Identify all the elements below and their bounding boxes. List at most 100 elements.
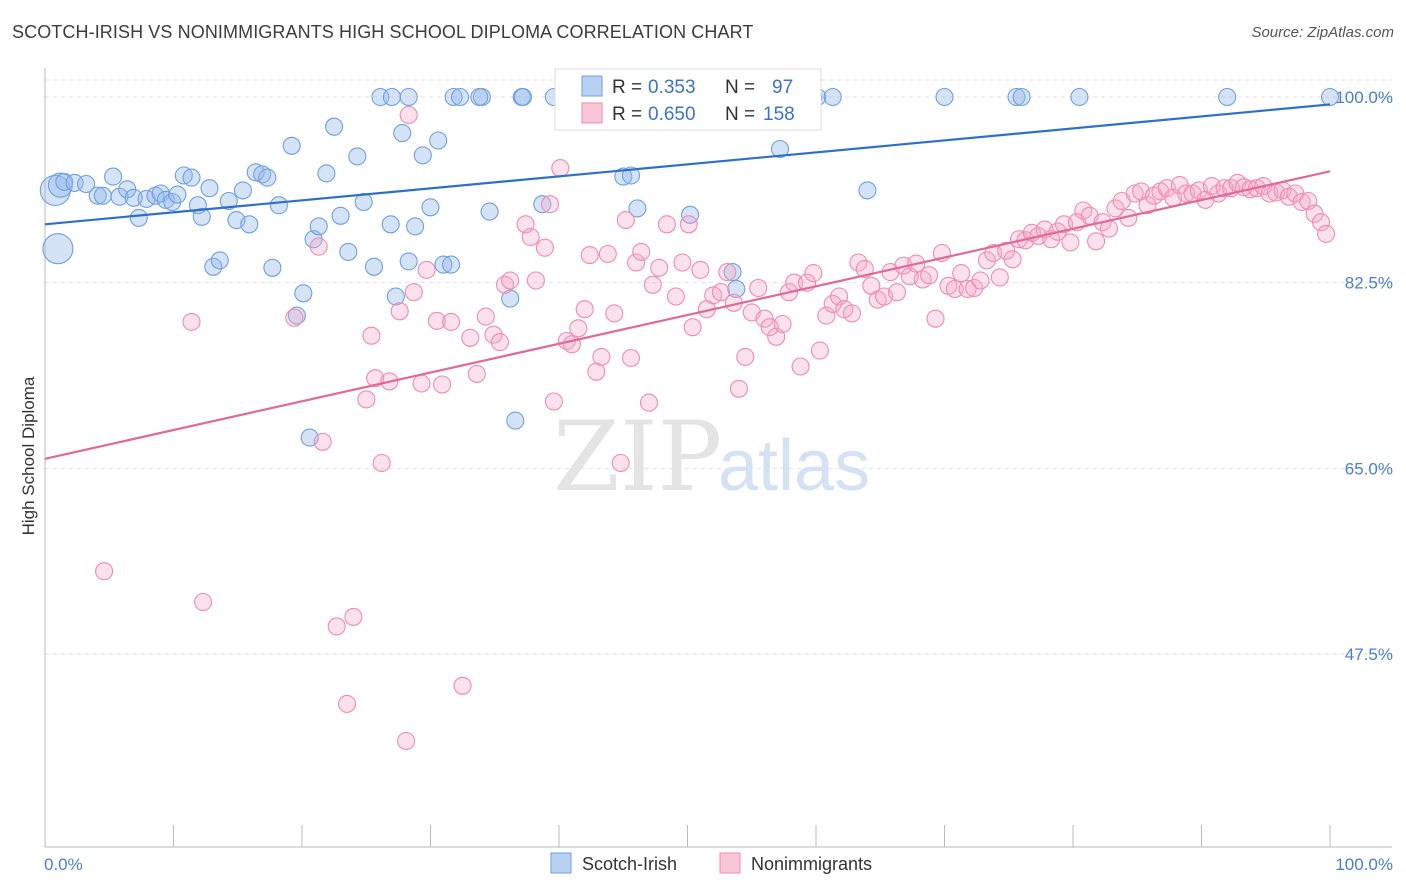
legend-r-value-1: 0.353 bbox=[648, 77, 696, 98]
nonimmigrants-point-157 bbox=[1311, 213, 1331, 232]
nonimmigrants-point-91 bbox=[887, 283, 907, 302]
nonimmigrants-point-27 bbox=[484, 325, 503, 344]
nonimmigrants-point-36 bbox=[544, 392, 563, 411]
nonimmigrants-point-45 bbox=[598, 244, 617, 264]
scotch-irish-point-34 bbox=[269, 196, 288, 215]
nonimmigrants-point-35 bbox=[540, 195, 560, 214]
nonimmigrants-point-78 bbox=[804, 264, 823, 283]
x-tick-label-1: 100.0% bbox=[1335, 855, 1393, 874]
nonimmigrants-point-102 bbox=[958, 279, 977, 299]
scotch-irish-point-25 bbox=[210, 251, 229, 270]
nonimmigrants-point-55 bbox=[657, 215, 676, 234]
scotch-irish-point-52 bbox=[399, 252, 418, 271]
scotch-irish-point-88 bbox=[399, 87, 418, 107]
scotch-irish-point-47 bbox=[364, 257, 384, 276]
scotch-irish-point-62 bbox=[480, 202, 499, 221]
bottom-legend-label-scotch-irish: Scotch-Irish bbox=[582, 854, 677, 874]
nonimmigrants-point-80 bbox=[817, 306, 836, 325]
nonimmigrants-point-16 bbox=[399, 105, 418, 125]
scotch-irish-point-86 bbox=[1218, 87, 1237, 107]
bottom-legend-swatch-scotch-irish bbox=[550, 852, 572, 874]
series-layer bbox=[39, 87, 1340, 751]
y-tick-label-1: 65.0% bbox=[1345, 459, 1393, 478]
scotch-irish-point-89 bbox=[513, 87, 533, 107]
nonimmigrants-point-63 bbox=[711, 283, 730, 302]
scotch-irish-point-8 bbox=[104, 167, 123, 186]
scotch-irish-point-29 bbox=[240, 215, 259, 234]
nonimmigrants-point-96 bbox=[920, 266, 939, 285]
nonimmigrants-point-130 bbox=[1138, 196, 1157, 215]
scotch-irish-point-75 bbox=[727, 279, 746, 299]
nonimmigrants-point-17 bbox=[404, 283, 423, 302]
nonimmigrants-point-24 bbox=[461, 328, 480, 347]
legend-top: R = 0.353 N = 97 R = 0.650 N = 158 bbox=[554, 68, 822, 131]
scotch-irish-point-49 bbox=[381, 215, 400, 234]
nonimmigrants-point-21 bbox=[433, 375, 452, 394]
scotch-irish-point-5 bbox=[77, 174, 96, 194]
scotch-irish-point-18 bbox=[168, 185, 187, 204]
nonimmigrants-point-105 bbox=[977, 251, 996, 270]
scotch-irish-point-51 bbox=[393, 124, 412, 143]
nonimmigrants-point-33 bbox=[526, 271, 545, 290]
trend-layer bbox=[44, 103, 1331, 460]
scotch-irish-point-77 bbox=[770, 139, 790, 159]
legend-n-label-2: N = bbox=[725, 104, 755, 125]
nonimmigrants-point-100 bbox=[945, 279, 964, 299]
nonimmigrants-point-6 bbox=[327, 617, 346, 636]
scotch-irish-point-37 bbox=[294, 284, 313, 303]
scotch-irish-point-7 bbox=[93, 186, 112, 205]
nonimmigrants-point-97 bbox=[926, 309, 945, 328]
series-scotch-irish bbox=[39, 87, 1340, 447]
scotch-irish-point-94 bbox=[382, 87, 401, 107]
nonimmigrants-point-64 bbox=[718, 263, 737, 282]
scotch-irish-point-83 bbox=[1007, 87, 1026, 107]
y-tick-label-0: 47.5% bbox=[1345, 645, 1393, 664]
scotch-irish-point-81 bbox=[858, 181, 877, 200]
nonimmigrants-point-2 bbox=[194, 592, 213, 612]
x-tick-label-0: 0.0% bbox=[44, 855, 83, 874]
y-tick-label-2: 82.5% bbox=[1345, 274, 1393, 293]
nonimmigrants-point-7 bbox=[337, 694, 357, 713]
scotch-irish-point-28 bbox=[233, 181, 252, 200]
nonimmigrants-point-4 bbox=[309, 237, 328, 256]
nonimmigrants-point-46 bbox=[605, 304, 624, 323]
nonimmigrants-point-154 bbox=[1292, 192, 1311, 212]
scotch-irish-point-45 bbox=[348, 147, 367, 166]
scotch-irish-point-72 bbox=[628, 199, 647, 218]
scotch-irish-point-42 bbox=[325, 117, 344, 136]
scotch-irish-point-36 bbox=[287, 306, 306, 325]
nonimmigrants-point-28 bbox=[490, 333, 509, 352]
scotch-irish-point-26 bbox=[219, 191, 238, 211]
legend-n-value-1: 97 bbox=[772, 77, 793, 98]
legend-n-label-1: N = bbox=[725, 77, 755, 98]
scotch-irish-point-44 bbox=[339, 242, 358, 261]
scotch-irish-point-31 bbox=[253, 165, 272, 184]
scotch-irish-point-33 bbox=[263, 258, 282, 277]
nonimmigrants-point-49 bbox=[621, 348, 641, 368]
legend-r-label-1: R = bbox=[612, 77, 642, 98]
nonimmigrants-point-76 bbox=[791, 357, 810, 376]
nonimmigrants-point-37 bbox=[551, 159, 570, 178]
scotch-irish-point-1 bbox=[42, 233, 74, 265]
nonimmigrants-point-122 bbox=[1087, 232, 1106, 251]
nonimmigrants-point-103 bbox=[965, 278, 984, 298]
scotch-irish-point-70 bbox=[614, 167, 633, 186]
nonimmigrants-point-1 bbox=[182, 312, 201, 331]
nonimmigrants-point-23 bbox=[453, 676, 472, 695]
nonimmigrants-point-73 bbox=[773, 314, 792, 334]
scotch-irish-point-11 bbox=[124, 188, 143, 207]
nonimmigrants-trend-line bbox=[44, 170, 1331, 460]
scotch-irish-point-59 bbox=[444, 87, 463, 107]
scotch-irish-point-9 bbox=[110, 187, 129, 206]
nonimmigrants-point-44 bbox=[592, 347, 611, 366]
nonimmigrants-point-101 bbox=[952, 264, 971, 283]
scotch-irish-point-80 bbox=[823, 87, 842, 107]
nonimmigrants-point-107 bbox=[990, 268, 1009, 287]
scotch-irish-point-66 bbox=[533, 195, 552, 214]
nonimmigrants-point-57 bbox=[673, 253, 692, 272]
scotch-irish-point-54 bbox=[413, 146, 432, 165]
nonimmigrants-point-20 bbox=[427, 311, 446, 330]
scotch-irish-point-50 bbox=[386, 287, 405, 306]
chart-title: SCOTCH-IRISH VS NONIMMIGRANTS HIGH SCHOO… bbox=[12, 22, 754, 42]
